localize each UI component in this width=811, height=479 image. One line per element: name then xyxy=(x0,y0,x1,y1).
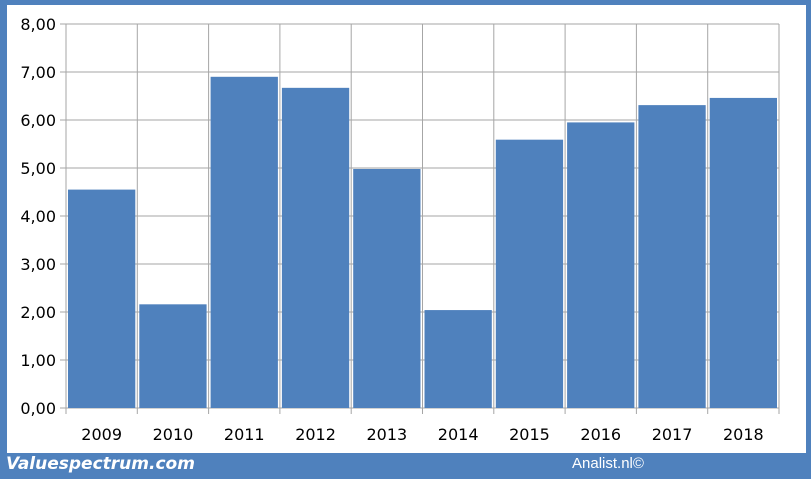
x-tick-label: 2014 xyxy=(438,425,479,444)
bar-2018 xyxy=(709,97,777,409)
y-tick-label: 4,00 xyxy=(20,207,56,226)
x-tick-label: 2016 xyxy=(580,425,621,444)
bar-2012 xyxy=(281,87,350,408)
analist-copyright: Analist.nl© xyxy=(572,455,644,472)
bar-2016 xyxy=(567,122,635,409)
y-tick-label: 0,00 xyxy=(20,399,56,418)
y-tick-label: 5,00 xyxy=(20,159,56,178)
bar-2011 xyxy=(210,76,278,409)
bar-2017 xyxy=(638,105,706,409)
y-tick-label: 8,00 xyxy=(20,15,56,34)
bar-2015 xyxy=(495,139,564,408)
x-tick-label: 2018 xyxy=(723,425,764,444)
bar-2010 xyxy=(139,304,207,408)
x-tick-label: 2015 xyxy=(509,425,550,444)
x-tick-label: 2009 xyxy=(81,425,122,444)
y-tick-label: 2,00 xyxy=(20,303,56,322)
x-tick-label: 2010 xyxy=(153,425,194,444)
bar-2013 xyxy=(353,168,421,408)
x-tick-label: 2013 xyxy=(366,425,407,444)
valuespectrum-watermark: Valuespectrum.com xyxy=(6,454,195,474)
y-tick-label: 3,00 xyxy=(20,255,56,274)
x-tick-label: 2017 xyxy=(652,425,693,444)
bar-2014 xyxy=(424,310,492,408)
y-tick-label: 7,00 xyxy=(20,63,56,82)
bar-2009 xyxy=(68,189,136,408)
y-tick-label: 1,00 xyxy=(20,351,56,370)
x-tick-label: 2011 xyxy=(224,425,265,444)
x-tick-label: 2012 xyxy=(295,425,336,444)
y-tick-label: 6,00 xyxy=(20,111,56,130)
